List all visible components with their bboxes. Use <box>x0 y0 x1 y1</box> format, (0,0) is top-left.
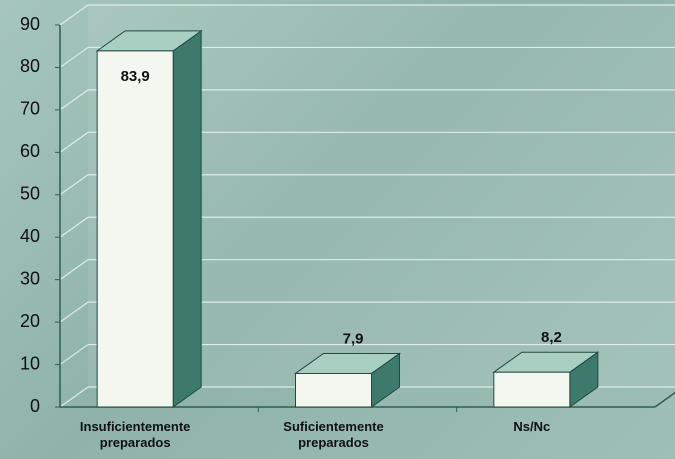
y-tick-label: 0 <box>30 396 40 416</box>
back-wall <box>88 5 675 387</box>
y-tick-label: 20 <box>20 311 40 331</box>
value-label: 83,9 <box>121 68 150 85</box>
grid-line <box>59 301 89 323</box>
x-tick-label: Suficientemente preparados <box>283 419 384 450</box>
floor-edge <box>654 391 675 408</box>
value-label: 8,2 <box>541 329 562 346</box>
bar-side <box>172 29 202 408</box>
grid-line <box>59 216 89 238</box>
y-tick-label: 70 <box>20 99 40 119</box>
value-label: 7,9 <box>343 330 364 347</box>
y-tick-label: 30 <box>20 268 40 288</box>
grid-line <box>59 89 89 111</box>
grid-line <box>59 46 89 68</box>
y-tick-label: 60 <box>20 141 40 161</box>
y-tick-label: 90 <box>20 14 40 34</box>
grid-line <box>59 259 89 281</box>
bar <box>493 371 571 408</box>
y-tick-label: 80 <box>20 56 40 76</box>
grid-line <box>59 344 89 366</box>
y-tick-label: 50 <box>20 184 40 204</box>
x-tick-label: Ns/Nc <box>513 419 551 434</box>
grid-line <box>59 174 89 196</box>
x-tick-label: Insuficientemente preparados <box>79 419 191 450</box>
bar <box>295 372 372 408</box>
y-tick-label: 40 <box>20 226 40 246</box>
y-tick-label: 10 <box>20 353 40 373</box>
bar <box>96 50 174 408</box>
grid-line <box>59 4 89 26</box>
grid-line <box>59 386 89 408</box>
grid-line <box>59 131 89 153</box>
